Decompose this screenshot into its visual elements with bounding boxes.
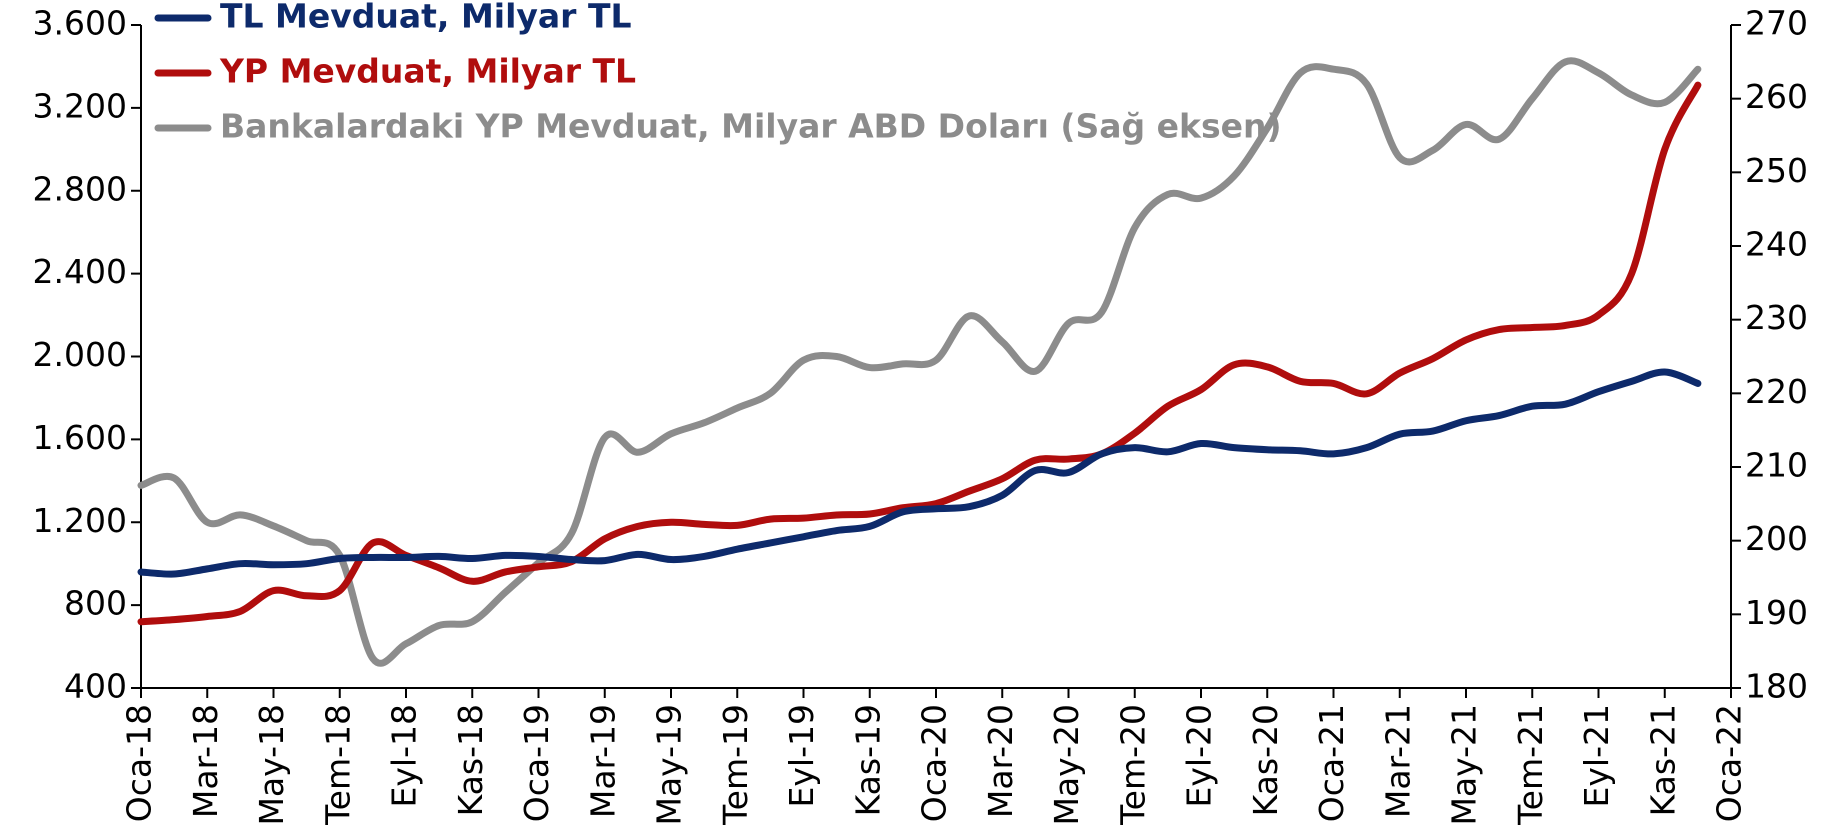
x-tick-label: Tem-21 bbox=[1511, 704, 1550, 826]
y2-tick-label: 200 bbox=[1745, 519, 1808, 558]
x-tick-label: Eyl-20 bbox=[1180, 704, 1219, 807]
x-tick-label: Tem-20 bbox=[1113, 704, 1152, 826]
y2-tick-label: 250 bbox=[1745, 151, 1808, 190]
x-tick-label: May-21 bbox=[1445, 704, 1484, 826]
y2-tick-label: 270 bbox=[1745, 4, 1808, 43]
y-tick-label: 1.200 bbox=[33, 501, 127, 540]
x-tick-label: May-20 bbox=[1047, 704, 1086, 826]
y2-tick-label: 180 bbox=[1745, 667, 1808, 706]
y2-tick-label: 210 bbox=[1745, 446, 1808, 485]
x-tick-label: Kas-18 bbox=[451, 704, 490, 816]
y-tick-label: 2.000 bbox=[33, 335, 127, 374]
legend-label: YP Mevduat, Milyar TL bbox=[219, 52, 636, 91]
x-tick-label: Oca-20 bbox=[915, 704, 954, 822]
x-tick-label: Mar-18 bbox=[186, 704, 225, 818]
legend-label: Bankalardaki YP Mevduat, Milyar ABD Dola… bbox=[220, 107, 1282, 146]
y-tick-label: 2.800 bbox=[33, 169, 127, 208]
series-line bbox=[137, 368, 1702, 578]
x-tick-label: Kas-19 bbox=[848, 704, 887, 816]
x-tick-label: May-19 bbox=[650, 704, 689, 826]
y-tick-label: 800 bbox=[64, 584, 127, 623]
x-tick-label: Mar-20 bbox=[981, 704, 1020, 818]
x-tick-label: Eyl-18 bbox=[385, 704, 424, 807]
x-tick-label: Tem-18 bbox=[318, 704, 357, 826]
legend-label: TL Mevduat, Milyar TL bbox=[220, 0, 632, 36]
y-tick-label: 400 bbox=[64, 667, 127, 706]
x-tick-label: Oca-19 bbox=[517, 704, 556, 822]
series-line bbox=[137, 57, 1702, 667]
y2-tick-label: 260 bbox=[1745, 77, 1808, 116]
x-tick-label: Tem-19 bbox=[716, 704, 755, 826]
y2-tick-label: 190 bbox=[1745, 593, 1808, 632]
x-tick-label: Eyl-21 bbox=[1577, 704, 1616, 807]
y-tick-label: 3.600 bbox=[33, 4, 127, 43]
x-tick-label: Mar-21 bbox=[1378, 704, 1417, 818]
y2-tick-label: 220 bbox=[1745, 372, 1808, 411]
x-tick-label: Oca-21 bbox=[1312, 704, 1351, 822]
x-tick-label: Oca-22 bbox=[1710, 704, 1749, 822]
y-tick-label: 1.600 bbox=[33, 418, 127, 457]
y-tick-label: 3.200 bbox=[33, 86, 127, 125]
y2-tick-label: 240 bbox=[1745, 225, 1808, 264]
x-tick-label: Kas-20 bbox=[1246, 704, 1285, 816]
x-tick-label: May-18 bbox=[252, 704, 291, 826]
y-tick-label: 2.400 bbox=[33, 252, 127, 291]
x-tick-label: Eyl-19 bbox=[782, 704, 821, 807]
x-tick-label: Mar-19 bbox=[583, 704, 622, 818]
y2-tick-label: 230 bbox=[1745, 298, 1808, 337]
x-tick-label: Kas-21 bbox=[1643, 704, 1682, 816]
series-line bbox=[137, 81, 1702, 626]
x-tick-label: Oca-18 bbox=[120, 704, 159, 822]
